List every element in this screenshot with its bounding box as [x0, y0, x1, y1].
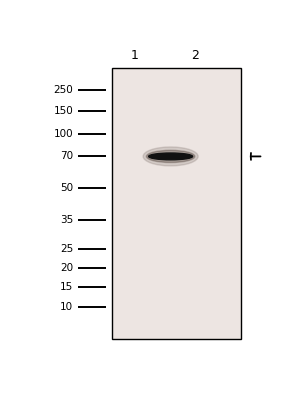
Ellipse shape: [143, 147, 198, 166]
Text: 250: 250: [54, 84, 73, 94]
Text: 15: 15: [60, 282, 73, 292]
Text: 2: 2: [191, 49, 199, 62]
Text: 150: 150: [54, 106, 73, 116]
Text: 10: 10: [60, 302, 73, 312]
Text: 50: 50: [60, 183, 73, 193]
Ellipse shape: [147, 150, 195, 162]
Text: 35: 35: [60, 216, 73, 226]
Text: 1: 1: [131, 49, 139, 62]
Text: 100: 100: [54, 129, 73, 139]
Ellipse shape: [149, 153, 193, 160]
Text: 70: 70: [60, 152, 73, 162]
Bar: [112, 68, 241, 339]
Text: 25: 25: [60, 244, 73, 254]
Text: 20: 20: [60, 263, 73, 273]
